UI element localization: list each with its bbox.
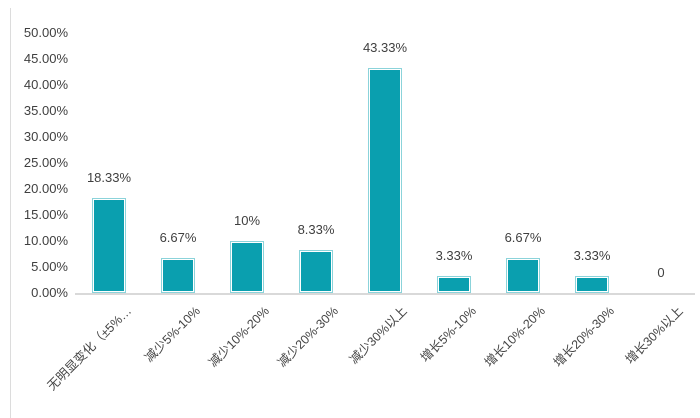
bar-value-label: 43.33% (362, 40, 408, 55)
y-tick-label: 40.00% (23, 77, 68, 92)
bar (299, 250, 333, 293)
x-tick-label: 增长10%-20% (481, 303, 548, 370)
y-tick-label: 10.00% (23, 233, 68, 248)
bar-value-label: 6.67% (504, 230, 542, 245)
y-tick-label: 5.00% (31, 259, 68, 274)
x-tick-label: 增长30%以上 (622, 303, 686, 367)
bar (161, 258, 195, 293)
bar-value-label: 18.33% (86, 170, 132, 185)
bar (92, 198, 126, 293)
x-tick-label: 减少10%-20% (205, 303, 272, 370)
bar-value-label: 3.33% (573, 248, 611, 263)
y-tick-label: 15.00% (23, 207, 68, 222)
x-axis-line (75, 293, 695, 295)
y-tick-label: 25.00% (23, 155, 68, 170)
y-tick-label: 20.00% (23, 181, 68, 196)
bar (230, 241, 264, 293)
bar-value-label: 8.33% (297, 222, 335, 237)
y-tick-label: 50.00% (23, 25, 68, 40)
x-tick-label: 无明显变化（±5%… (44, 303, 134, 394)
x-tick-label: 减少5%-10% (141, 303, 203, 365)
bar-value-label: 10% (233, 213, 261, 228)
bar-value-label: 3.33% (435, 248, 473, 263)
x-tick-label: 增长5%-10% (417, 303, 479, 365)
cell-border-line (10, 8, 11, 418)
x-tick-label: 增长20%-30% (550, 303, 617, 370)
bar-value-label: 0 (657, 265, 665, 280)
x-tick-label: 减少20%-30% (274, 303, 341, 370)
y-tick-label: 0.00% (31, 285, 68, 300)
y-tick-label: 45.00% (23, 51, 68, 66)
y-tick-label: 35.00% (23, 103, 68, 118)
bar (437, 276, 471, 293)
bar-value-label: 6.67% (159, 230, 197, 245)
y-tick-label: 30.00% (23, 129, 68, 144)
bar (575, 276, 609, 293)
x-tick-label: 减少30%以上 (346, 303, 410, 367)
bar (368, 68, 402, 293)
bar (506, 258, 540, 293)
